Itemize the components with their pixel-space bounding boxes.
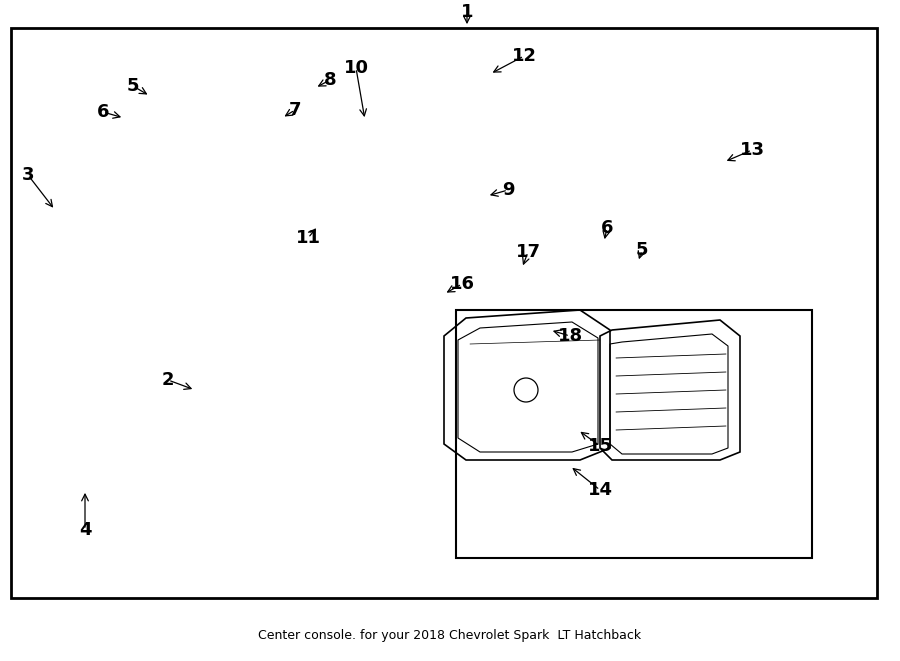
Bar: [446, 282, 462, 292]
Bar: [424, 282, 440, 292]
Bar: [538, 320, 554, 330]
Text: 5: 5: [635, 241, 648, 259]
Bar: [456, 310, 812, 558]
Bar: [468, 282, 484, 292]
Text: 16: 16: [449, 275, 474, 293]
Bar: [402, 282, 418, 292]
Text: 3: 3: [22, 166, 34, 184]
Bar: [385, 224, 407, 236]
Bar: [218, 224, 238, 242]
Bar: [68, 268, 128, 296]
Bar: [11, 28, 877, 598]
Text: 12: 12: [511, 47, 536, 65]
Text: 6: 6: [601, 219, 613, 237]
Bar: [636, 158, 716, 190]
Bar: [218, 136, 240, 154]
Text: 10: 10: [344, 59, 368, 77]
Bar: [330, 222, 378, 236]
Text: 15: 15: [588, 437, 613, 455]
Text: 6: 6: [97, 103, 109, 121]
Polygon shape: [50, 192, 390, 256]
Bar: [506, 280, 626, 324]
Bar: [636, 200, 716, 230]
Text: 11: 11: [295, 229, 320, 247]
Polygon shape: [380, 230, 390, 420]
Text: 4: 4: [79, 521, 91, 539]
Bar: [636, 242, 716, 270]
Text: 17: 17: [516, 243, 541, 261]
Bar: [182, 380, 210, 402]
Text: 18: 18: [557, 327, 582, 345]
Text: 1: 1: [461, 3, 473, 21]
Text: 9: 9: [502, 181, 514, 199]
Text: 14: 14: [588, 481, 613, 499]
Text: 5: 5: [127, 77, 140, 95]
Polygon shape: [620, 112, 780, 316]
Text: 13: 13: [740, 141, 764, 159]
Text: 7: 7: [289, 101, 302, 119]
Polygon shape: [50, 192, 380, 420]
Text: 2: 2: [162, 371, 175, 389]
Text: Center console. for your 2018 Chevrolet Spark  LT Hatchback: Center console. for your 2018 Chevrolet …: [258, 629, 642, 641]
Text: 8: 8: [324, 71, 337, 89]
